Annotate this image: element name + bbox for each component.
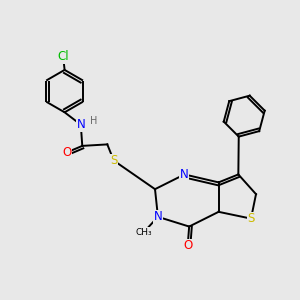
Text: O: O [183, 239, 192, 252]
Text: N: N [154, 210, 162, 223]
Text: Cl: Cl [57, 50, 69, 63]
Text: O: O [62, 146, 72, 159]
Text: N: N [180, 168, 189, 181]
Text: H: H [90, 116, 98, 126]
Text: N: N [76, 118, 85, 131]
Text: S: S [110, 154, 118, 167]
Text: S: S [247, 212, 255, 225]
Text: CH₃: CH₃ [136, 228, 152, 237]
